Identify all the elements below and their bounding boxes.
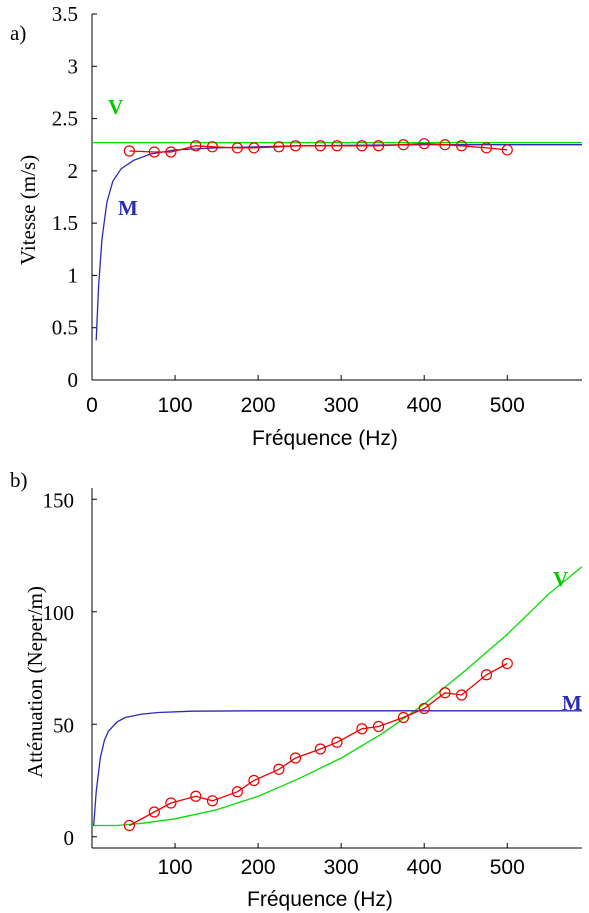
- panel-b-label: b): [10, 468, 28, 492]
- data-point-measured: [289, 140, 302, 152]
- data-point-measured: [397, 711, 410, 724]
- data-point-measured: [148, 146, 160, 158]
- data-point-measured: [331, 140, 343, 152]
- y-tick-label: 1.5: [52, 211, 78, 235]
- panel-a-x-ticks: 0 100 200 300 400 500: [86, 375, 525, 417]
- data-point-measured: [148, 806, 160, 818]
- data-point-measured: [231, 142, 243, 154]
- y-tick-label: 2.5: [52, 107, 78, 131]
- x-tick-label: 500: [490, 394, 525, 417]
- x-tick-label: 500: [490, 856, 525, 879]
- data-point-measured: [273, 141, 285, 153]
- data-point-measured: [289, 752, 302, 764]
- x-tick-label: 400: [407, 856, 442, 879]
- panel-a-y-axis-label: Vitesse (m/s): [16, 155, 40, 265]
- y-tick-label: 3: [68, 54, 79, 78]
- panel-b-y-ticks: 0 50 100 150: [43, 488, 97, 850]
- y-tick-label: 0: [68, 368, 79, 392]
- data-point-measured: [397, 139, 410, 151]
- x-tick-label: 300: [324, 856, 359, 879]
- data-point-measured: [356, 723, 368, 735]
- data-point-measured: [123, 819, 135, 832]
- data-point-measured: [331, 736, 343, 748]
- x-tick-label: 400: [407, 394, 442, 417]
- y-tick-label: 50: [53, 713, 74, 737]
- series-line-measured: [129, 662, 508, 827]
- data-point-measured: [480, 142, 493, 154]
- data-point-measured: [273, 763, 285, 775]
- panel-b-series-label-m: M: [562, 691, 582, 715]
- data-point-measured: [501, 144, 513, 156]
- data-point-measured: [314, 140, 326, 152]
- panel-a-label: a): [10, 21, 26, 45]
- x-tick-label: 300: [324, 394, 359, 417]
- x-tick-label: 0: [86, 394, 98, 417]
- panel-a-axes: [91, 14, 582, 381]
- data-point-measured: [356, 140, 368, 152]
- y-tick-label: 100: [43, 601, 75, 625]
- panel-b-axes: [91, 488, 582, 849]
- panel-a-y-ticks: 0 0.5 1 1.5 2 2.5 3 3.5: [52, 2, 97, 392]
- series-line-m: [93, 710, 582, 826]
- series-line-m: [95, 144, 582, 341]
- panel-b-x-axis-label: Fréquence (Hz): [247, 888, 393, 911]
- data-point-measured: [439, 139, 451, 151]
- panel-b-x-ticks: 100 200 300 400 500: [158, 843, 525, 879]
- data-point-measured: [439, 687, 451, 699]
- data-point-measured: [248, 142, 260, 154]
- data-point-measured: [248, 774, 260, 787]
- data-point-measured: [372, 720, 385, 733]
- data-point-measured: [455, 140, 468, 152]
- data-point-measured: [231, 786, 243, 798]
- panel-a-series-label-v: V: [108, 95, 123, 119]
- data-point-measured: [480, 669, 493, 681]
- panel-b-attenuation-chart: b) 100 200 300 400 500 0 50 100 150 Fréquence (…: [10, 468, 583, 911]
- y-tick-label: 0.5: [52, 316, 78, 340]
- x-tick-label: 100: [158, 856, 193, 879]
- series-line-v: [92, 566, 583, 827]
- panel-a-series: [92, 138, 582, 341]
- data-point-measured: [123, 145, 135, 157]
- data-point-measured: [418, 702, 430, 715]
- data-point-measured: [206, 141, 219, 153]
- x-tick-label: 200: [241, 394, 276, 417]
- x-tick-label: 200: [241, 856, 276, 879]
- data-point-measured: [314, 743, 326, 755]
- data-point-measured: [372, 140, 385, 152]
- y-tick-label: 1: [68, 263, 79, 287]
- y-tick-label: 150: [43, 488, 75, 512]
- data-point-measured: [206, 795, 219, 807]
- data-point-measured: [165, 797, 177, 809]
- panel-b-series: [92, 566, 583, 832]
- data-point-measured: [418, 138, 430, 150]
- data-point-measured: [190, 140, 202, 152]
- x-tick-label: 100: [158, 394, 193, 417]
- y-tick-label: 0: [64, 826, 75, 850]
- data-point-measured: [165, 146, 177, 158]
- data-point-measured: [190, 790, 202, 802]
- series-line-measured: [129, 143, 508, 153]
- panel-b-series-label-v: V: [553, 567, 568, 591]
- y-tick-label: 2: [68, 159, 79, 183]
- panel-a-series-label-m: M: [118, 196, 138, 220]
- panel-b-y-axis-label: Atténuation (Neper/m): [23, 586, 47, 778]
- panel-a-x-axis-label: Fréquence (Hz): [252, 427, 398, 450]
- y-tick-label: 3.5: [52, 2, 78, 26]
- data-point-measured: [455, 689, 468, 701]
- panel-a-velocity-chart: a) 0 100 200 300 400 500 0 0.5 1 1.5 2 2.5 3 3.5 Fré…: [10, 2, 582, 450]
- data-point-measured: [501, 657, 513, 670]
